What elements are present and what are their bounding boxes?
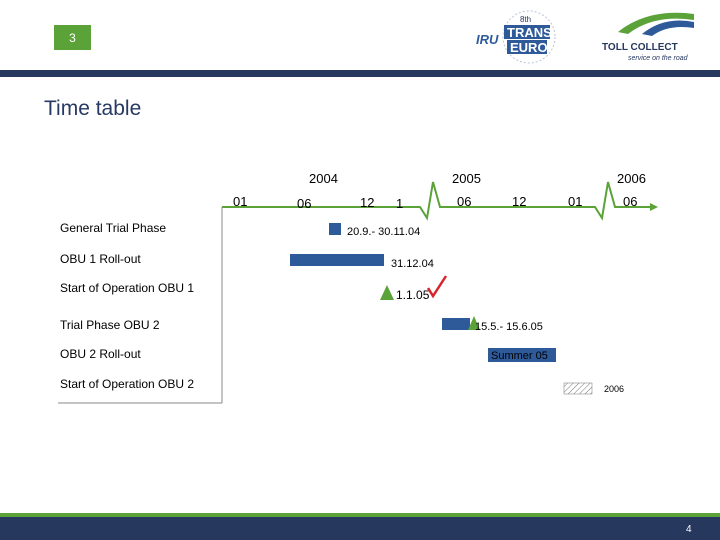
slide-number: 3 [69, 30, 76, 45]
tick-label: 01 [233, 194, 247, 209]
row-label-obu2-rollout: OBU 2 Roll-out [60, 347, 141, 361]
obu2-rollout-bar [488, 348, 556, 362]
footer-bar [0, 513, 720, 540]
row-label-obu2-trial: Trial Phase OBU 2 [60, 318, 160, 332]
obu2-start-hatched-bar [563, 382, 593, 395]
timeline-arrowhead [650, 203, 658, 211]
page-number: 4 [686, 524, 692, 535]
timeline-axis [222, 181, 650, 221]
logo-iru-text: IRU [476, 32, 499, 47]
row-label-general-trial: General Trial Phase [60, 221, 167, 235]
obu2-start-annotation: 2006 [604, 384, 624, 394]
iru-transeuro-logo: 8th IRU TRANS EURO [476, 10, 556, 64]
obu1-start-milestone-icon [380, 285, 394, 300]
obu2-trial-bar [442, 318, 470, 330]
obu1-start-annotation: 1.1.05 [396, 288, 430, 302]
row-label-obu2-start: Start of Operation OBU 2 [60, 377, 195, 391]
row-label-obu1-start: Start of Operation OBU 1 [60, 281, 195, 295]
year-label-2005: 2005 [452, 171, 481, 186]
obu2-rollout-annotation: Summer 05 [491, 350, 548, 362]
logo-tagline-text: service on the road [628, 55, 689, 62]
tick-label: 12 [360, 195, 374, 210]
year-label-2004: 2004 [309, 171, 338, 186]
logo-edition-text: 8th [520, 15, 531, 24]
obu1-rollout-annotation: 31.12.04 [391, 258, 434, 270]
tick-label: 06 [457, 194, 471, 209]
year-label-2006: 2006 [617, 171, 646, 186]
tick-label: 06 [623, 194, 637, 209]
header-rule [0, 70, 720, 77]
logo-trans-text: TRANS [507, 25, 552, 40]
logo-brand-text: TOLL COLLECT [602, 42, 678, 53]
general-trial-annotation: 20.9.- 30.11.04 [347, 226, 420, 238]
obu1-rollout-bar [290, 254, 384, 266]
toll-collect-logo: TOLL COLLECT service on the road [602, 12, 694, 62]
footer-accent-line [0, 513, 720, 517]
page-title: Time table [44, 97, 142, 120]
slide-number-badge: 3 [54, 25, 91, 50]
logo-euro-text: EURO [510, 40, 548, 55]
tick-label: 1 [396, 196, 403, 211]
row-label-obu1-rollout: OBU 1 Roll-out [60, 252, 141, 266]
obu2-trial-annotation: 15.5.- 15.6.05 [475, 321, 543, 333]
obu2-trial-milestone-icon [468, 316, 480, 330]
checkmark-icon [426, 275, 448, 299]
tick-label: 12 [512, 194, 526, 209]
general-trial-bar [329, 223, 341, 235]
tick-label: 01 [568, 194, 582, 209]
tick-label: 06 [297, 196, 311, 211]
